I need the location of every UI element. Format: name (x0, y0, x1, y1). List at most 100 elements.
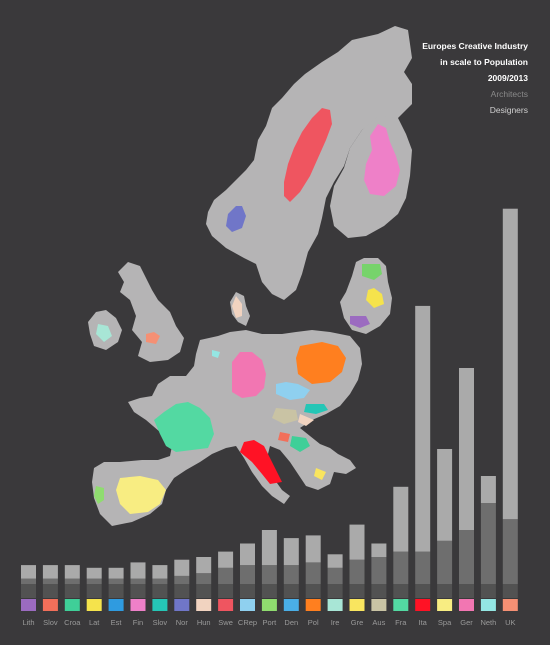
bar-designers-nor-7 (174, 575, 190, 584)
x-tick-label-port-11: Port (263, 618, 278, 627)
map-czech-highlight (276, 382, 310, 400)
chart-title-line-1: Europes Creative Industry (422, 41, 528, 51)
bar-designers-ita-18 (415, 551, 431, 584)
x-tick-label-croa-2: Croa (64, 618, 81, 627)
bar-designers-den-12 (283, 565, 299, 584)
bar-architects-uk-22 (502, 208, 518, 520)
bar-architects-aus-16 (371, 543, 387, 557)
x-tick-label-spa-19: Spa (438, 618, 452, 627)
country-swatch-den-12 (283, 599, 299, 611)
europe-map (88, 26, 412, 526)
bar-chart: Lith Slov Croa Lat Est Fin Slov Nor Hun Swe CRep Po… (21, 208, 518, 627)
bar-base-fin-5 (130, 584, 146, 598)
bar-designers-ire-14 (327, 567, 343, 584)
bar-base-slov-1 (42, 584, 58, 598)
bar-designers-est-4 (108, 578, 124, 584)
bar-base-slov-6 (152, 584, 168, 598)
bar-base-gre-15 (349, 584, 365, 598)
title-block: Europes Creative Industry in scale to Po… (422, 38, 528, 118)
bar-designers-hun-8 (196, 573, 212, 584)
x-tick-label-uk-22: UK (505, 618, 515, 627)
country-swatch-ire-14 (327, 599, 343, 611)
country-swatch-ger-20 (459, 599, 474, 611)
map-greece-highlight (314, 468, 326, 480)
country-swatch-slov-6 (152, 599, 168, 611)
bar-architects-est-4 (108, 567, 124, 579)
map-france-highlight (154, 402, 214, 452)
country-swatch-uk-22 (502, 599, 518, 611)
bar-base-uk-22 (502, 584, 518, 598)
x-tick-label-swe-9: Swe (218, 618, 233, 627)
map-mainland (92, 330, 362, 526)
x-tick-label-den-12: Den (284, 618, 298, 627)
bar-base-den-12 (283, 584, 299, 598)
bar-designers-neth-21 (480, 503, 496, 584)
x-tick-label-slov-1: Slov (43, 618, 58, 627)
bar-base-aus-16 (371, 584, 387, 598)
x-tick-label-nor-7: Nor (176, 618, 189, 627)
x-tick-label-crep-10: CRep (238, 618, 257, 627)
x-tick-label-lat-3: Lat (89, 618, 100, 627)
bar-designers-gre-15 (349, 559, 365, 584)
bar-architects-slov-1 (42, 565, 58, 579)
bar-architects-slov-6 (152, 565, 168, 579)
map-lithuania-highlight (350, 316, 370, 328)
map-slovenia-highlight (278, 432, 290, 442)
country-swatch-crep-10 (240, 599, 255, 611)
map-italy-highlight (240, 440, 282, 484)
bar-designers-ger-20 (459, 530, 474, 584)
country-swatch-pol-13 (305, 599, 321, 611)
country-swatch-swe-9 (218, 599, 234, 611)
bar-designers-swe-9 (218, 567, 234, 584)
bar-designers-aus-16 (371, 557, 387, 584)
map-ireland-highlight (96, 324, 112, 342)
chart-title-line-2: in scale to Population (440, 57, 528, 67)
map-portugal-highlight (94, 486, 104, 504)
x-tick-label-lith-0: Lith (22, 618, 34, 627)
country-swatch-neth-21 (480, 599, 496, 611)
map-scotland-uk (118, 262, 184, 362)
x-tick-label-aus-16: Aus (372, 618, 385, 627)
map-croatia-highlight (290, 436, 310, 452)
map-austria-highlight (272, 408, 298, 424)
map-norway-highlight (226, 206, 246, 232)
country-swatch-lith-0 (21, 599, 36, 611)
bar-architects-den-12 (283, 538, 299, 566)
bar-base-neth-21 (480, 584, 496, 598)
map-poland-highlight (296, 342, 346, 384)
bar-designers-spa-19 (437, 540, 453, 584)
map-hungary-highlight (298, 414, 314, 426)
bar-architects-croa-2 (64, 565, 80, 579)
bar-architects-gre-15 (349, 524, 365, 560)
bar-architects-fin-5 (130, 562, 146, 579)
bar-base-lat-3 (86, 584, 102, 598)
bar-architects-ita-18 (415, 305, 431, 552)
bar-base-ire-14 (327, 584, 343, 598)
country-swatch-aus-16 (371, 599, 387, 611)
bar-base-crep-10 (240, 584, 255, 598)
bar-designers-croa-2 (64, 578, 80, 584)
bar-architects-spa-19 (437, 449, 453, 541)
x-tick-label-fin-5: Fin (133, 618, 143, 627)
bar-designers-crep-10 (240, 565, 255, 584)
bar-base-spa-19 (437, 584, 453, 598)
bar-architects-lat-3 (86, 567, 102, 579)
bar-base-port-11 (261, 584, 277, 598)
bar-designers-fin-5 (130, 578, 146, 584)
bar-architects-neth-21 (480, 476, 496, 503)
map-spain-highlight (116, 476, 166, 514)
bar-architects-fra-17 (393, 486, 409, 552)
country-swatch-nor-7 (174, 599, 190, 611)
country-swatch-hun-8 (196, 599, 212, 611)
x-tick-label-ita-18: Ita (419, 618, 428, 627)
bar-base-pol-13 (305, 584, 321, 598)
bar-designers-slov-6 (152, 578, 168, 584)
bar-architects-ire-14 (327, 554, 343, 568)
legend-designers: Designers (489, 105, 528, 115)
bar-designers-uk-22 (502, 519, 518, 584)
x-tick-label-est-4: Est (111, 618, 123, 627)
bar-base-lith-0 (21, 584, 36, 598)
country-swatch-fin-5 (130, 599, 146, 611)
